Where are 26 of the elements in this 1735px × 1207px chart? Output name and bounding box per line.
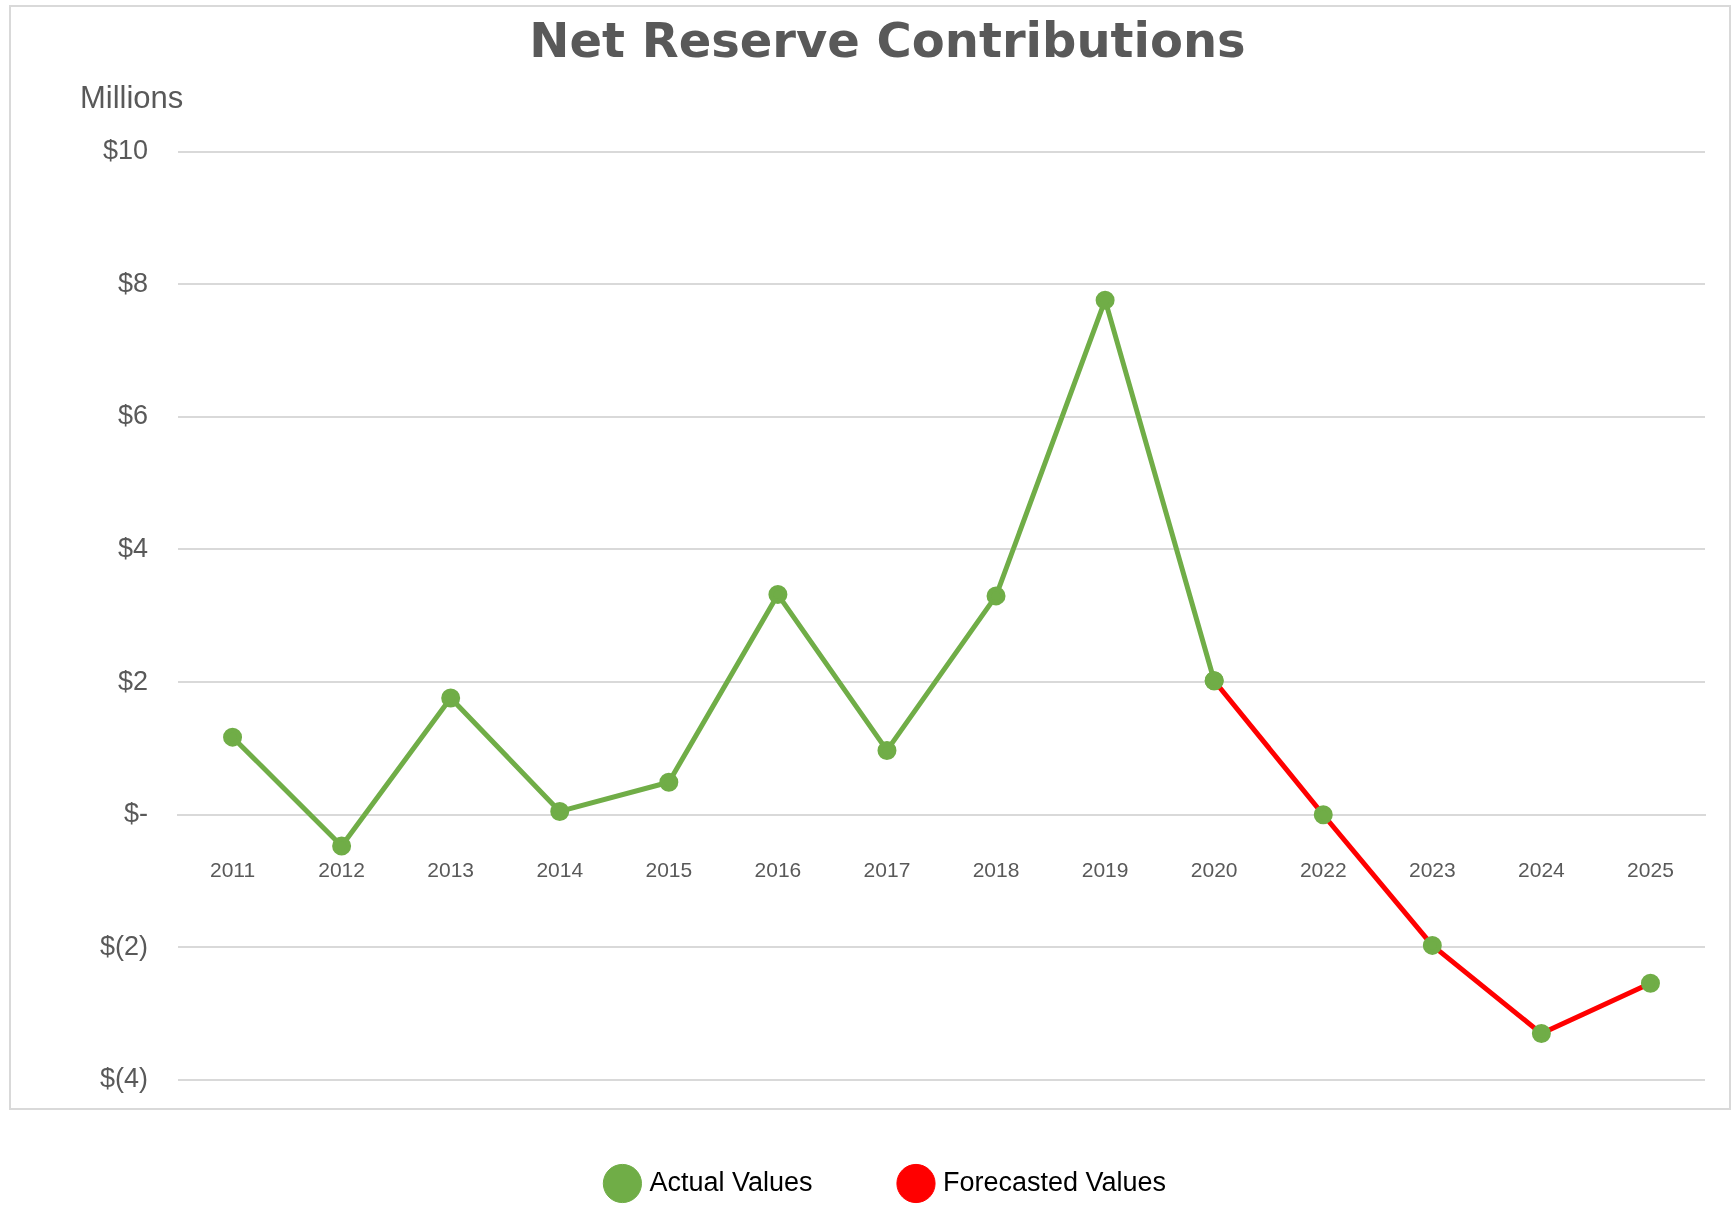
y-tick-label: $6 [117, 400, 149, 431]
chart-title: Net Reserve Contributions [529, 12, 1246, 69]
x-tick-label: 2017 [863, 858, 911, 882]
x-tick-label: 2014 [536, 858, 584, 882]
y-tick-label: $8 [117, 267, 149, 298]
x-tick-label: 2020 [1190, 858, 1238, 882]
legend-label: Forecasted Values [942, 1166, 1167, 1197]
x-tick-label: 2025 [1627, 858, 1674, 882]
legend-label: Actual Values [649, 1166, 813, 1197]
x-tick-label: 2016 [754, 858, 802, 882]
x-tick-label: 2012 [318, 858, 365, 882]
y-tick-label: $- [124, 798, 149, 829]
x-tick-label: 2011 [209, 858, 256, 882]
y-tick-label: $(2) [100, 930, 149, 961]
x-tick-label: 2013 [427, 858, 475, 882]
x-tick-label: 2018 [972, 858, 1020, 882]
y-tick-label: $2 [117, 665, 149, 696]
x-tick-label: 2022 [1299, 858, 1347, 882]
y-axis-title: Millions [80, 80, 184, 116]
x-tick-label: 2024 [1518, 858, 1566, 882]
x-tick-label: 2019 [1081, 858, 1129, 882]
y-tick-label: $4 [117, 532, 149, 563]
y-tick-label: $(4) [100, 1063, 149, 1094]
y-tick-label: $10 [102, 135, 149, 166]
x-tick-label: 2015 [645, 858, 693, 882]
x-tick-label: 2023 [1408, 858, 1456, 882]
